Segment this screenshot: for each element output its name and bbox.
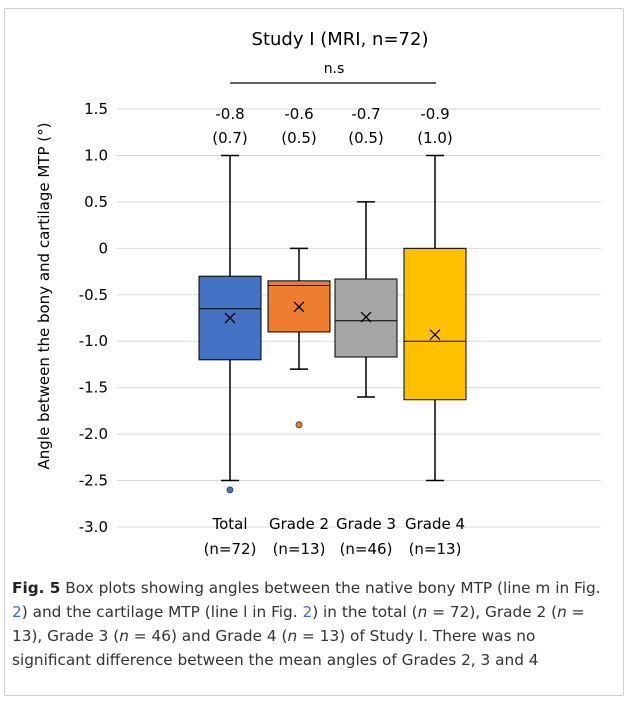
sd-value-label: (1.0) bbox=[417, 129, 453, 147]
n-label: (n=46) bbox=[340, 540, 393, 558]
category-label: Grade 3 bbox=[336, 515, 396, 533]
y-tick-label: 0.5 bbox=[84, 193, 108, 211]
iqr-box bbox=[334, 278, 398, 358]
n-label: (n=72) bbox=[204, 540, 257, 558]
y-tick-label: 1.5 bbox=[84, 100, 108, 118]
y-tick-label: -0.5 bbox=[79, 286, 108, 304]
mean-value-label: -0.7 bbox=[351, 105, 380, 123]
figure-ref-link[interactable]: 2 bbox=[302, 603, 313, 621]
box-total bbox=[198, 154, 262, 494]
figure-caption: Fig. 5 Box plots showing angles between … bbox=[12, 576, 614, 672]
caption-text-4: = 72), Grade 2 ( bbox=[427, 603, 558, 621]
caption-n: n bbox=[557, 603, 567, 621]
box-grade-4 bbox=[403, 154, 467, 482]
grid-lines bbox=[117, 108, 601, 528]
n-label: (n=13) bbox=[409, 540, 462, 558]
caption-n: n bbox=[119, 627, 129, 645]
y-tick-label: 0 bbox=[98, 239, 108, 257]
boxes bbox=[198, 154, 467, 494]
mean-marker bbox=[293, 301, 305, 313]
caption-text-6: = 46) and Grade 4 ( bbox=[128, 627, 288, 645]
iqr-box bbox=[403, 247, 467, 401]
y-tick-label: -1.0 bbox=[79, 332, 108, 350]
y-tick-label: 1.0 bbox=[84, 146, 108, 164]
box-grade-3 bbox=[334, 201, 398, 398]
group-labels: -0.8 (0.7) Total (n=72) -0.6 (0.5) Grade 2 (n=1… bbox=[204, 105, 465, 558]
chart-title: Study I (MRI, n=72) bbox=[252, 29, 429, 50]
mean-value-label: -0.8 bbox=[215, 105, 244, 123]
y-tick-labels: 1.5 1.0 0.5 0 -0.5 -1.0 -1.5 -2.0 -2.5 -3.0 bbox=[79, 100, 108, 536]
category-label: Grade 2 bbox=[269, 515, 329, 533]
figure-frame bbox=[4, 8, 624, 696]
outlier-point bbox=[295, 421, 303, 429]
n-label: (n=13) bbox=[273, 540, 326, 558]
y-axis-label: Angle between the bony and cartilage MTP… bbox=[35, 123, 53, 470]
sd-value-label: (0.7) bbox=[212, 129, 248, 147]
y-tick-label: -2.5 bbox=[79, 472, 108, 490]
box-grade-2 bbox=[267, 247, 331, 429]
sd-value-label: (0.5) bbox=[281, 129, 317, 147]
mean-value-label: -0.9 bbox=[420, 105, 449, 123]
category-label: Total bbox=[211, 515, 247, 533]
y-tick-label: -3.0 bbox=[79, 518, 108, 536]
y-tick-label: -1.5 bbox=[79, 379, 108, 397]
outlier-point bbox=[226, 486, 234, 494]
category-label: Grade 4 bbox=[405, 515, 465, 533]
caption-text-1: Box plots showing angles between the nat… bbox=[60, 579, 601, 597]
figure-ref-link[interactable]: 2 bbox=[12, 603, 22, 621]
caption-text-7: = 13) of Study I. There was no significa… bbox=[12, 627, 539, 669]
box-plot-chart: 1.5 1.0 0.5 0 -0.5 -1.0 -1.5 -2.0 -2.5 -3.0 Study… bbox=[35, 29, 601, 558]
mean-marker bbox=[429, 329, 441, 341]
mean-marker bbox=[224, 312, 236, 324]
mean-value-label: -0.6 bbox=[284, 105, 313, 123]
y-tick-label: -2.0 bbox=[79, 425, 108, 443]
sd-value-label: (0.5) bbox=[348, 129, 384, 147]
caption-text-5: = 13), Grade 3 ( bbox=[12, 603, 585, 645]
caption-n: n bbox=[417, 603, 428, 621]
significance-label: n.s bbox=[324, 61, 345, 77]
caption-text-2: ) and the cartilage MTP (line l in Fig. bbox=[21, 603, 303, 621]
mean-marker bbox=[360, 311, 372, 323]
caption-n: n bbox=[287, 627, 298, 645]
figure-label: Fig. 5 bbox=[12, 579, 61, 597]
caption-text-3: ) in the total ( bbox=[312, 603, 418, 621]
